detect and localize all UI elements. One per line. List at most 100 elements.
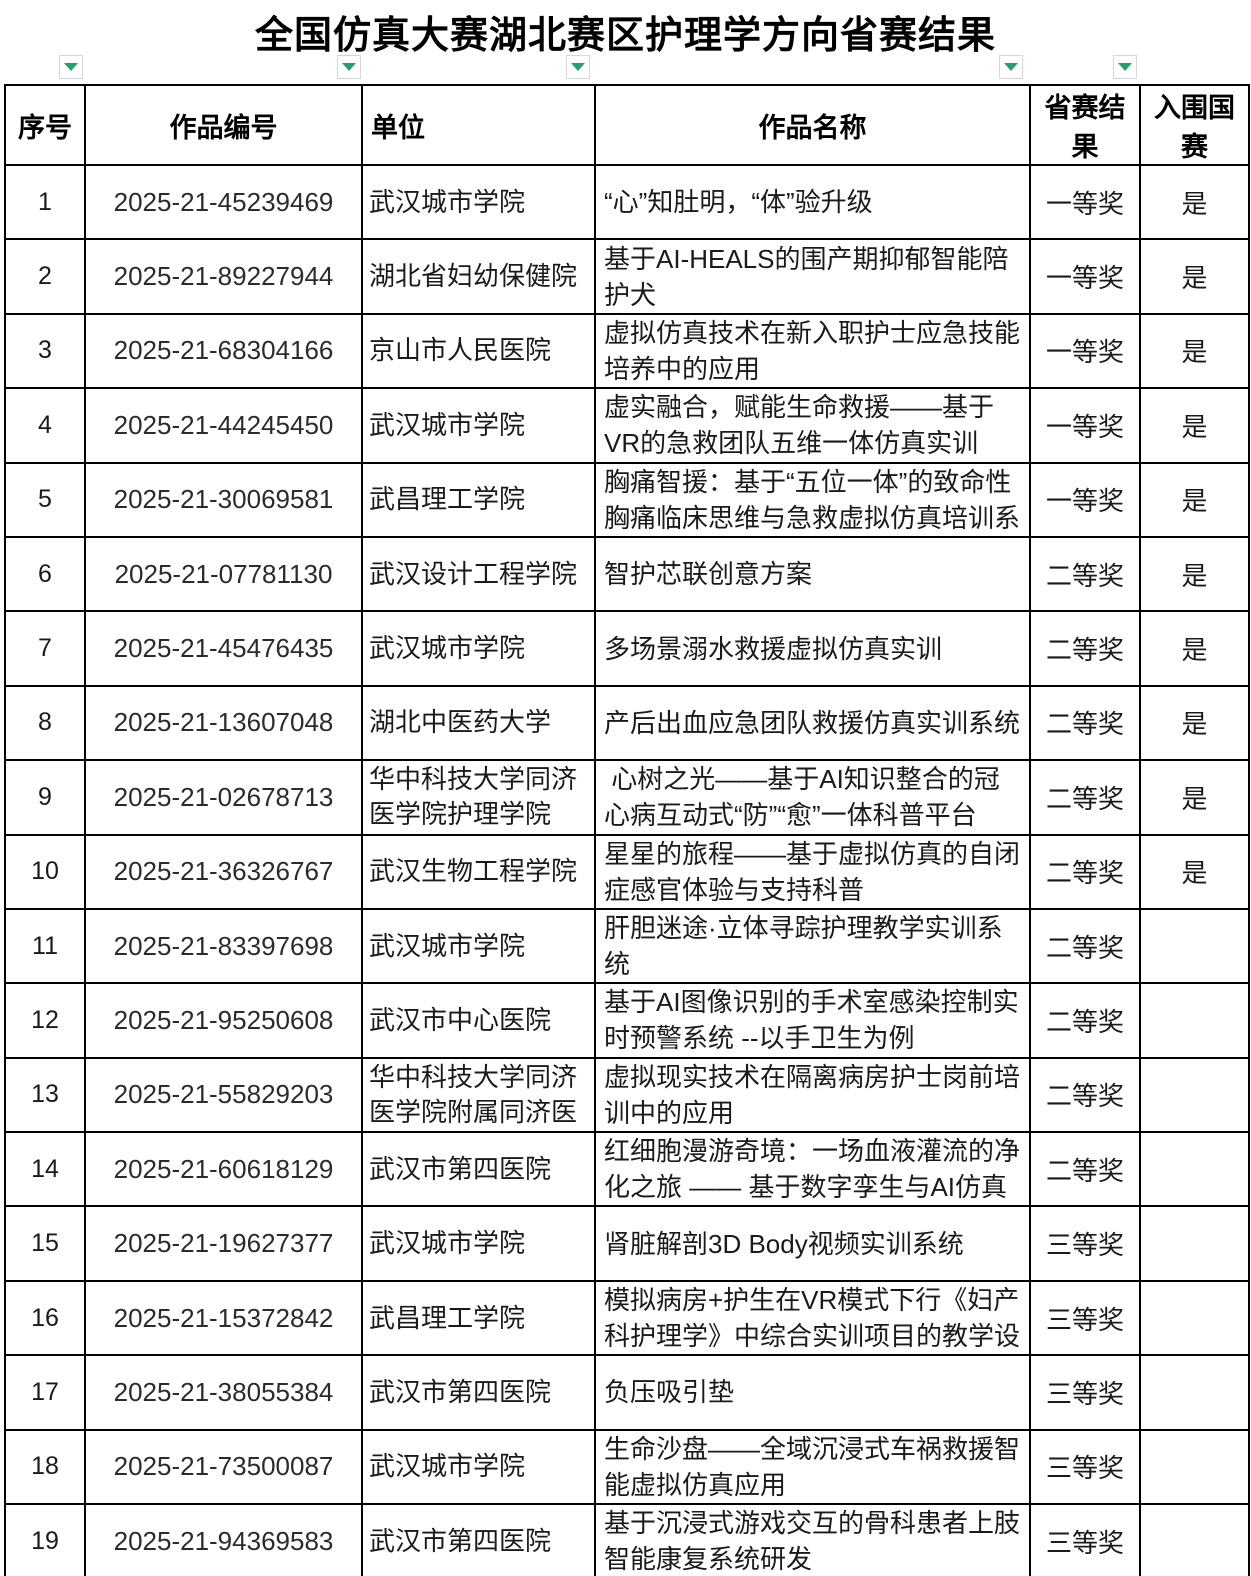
cell-unit: 京山市人民医院: [361, 312, 596, 390]
cell-work-title: 产后出血应急团队救援仿真实训系统: [594, 684, 1031, 762]
cell-national: 是: [1139, 387, 1250, 464]
cell-unit: 湖北省妇幼保健院: [361, 238, 596, 315]
cell-work-title: 基于AI-HEALS的围产期抑郁智能陪护犬: [594, 238, 1031, 315]
cell-award: 二等奖: [1029, 833, 1141, 910]
filter-button-work-id[interactable]: [337, 55, 361, 79]
cell-national: 是: [1139, 833, 1250, 910]
page-title: 全国仿真大赛湖北赛区护理学方向省赛结果: [254, 15, 996, 57]
table-row: 11 2025-21-83397698 武汉城市学院 肝胆迷途·立体寻踪护理教学…: [4, 907, 1250, 985]
cell-work-id: 2025-21-44245450: [84, 387, 363, 464]
cell-unit: 武汉设计工程学院: [361, 535, 596, 613]
cell-unit: 武昌理工学院: [361, 461, 596, 538]
cell-national: [1139, 1056, 1250, 1134]
filter-button-award[interactable]: [1113, 55, 1137, 79]
cell-work-id: 2025-21-45239469: [84, 163, 363, 241]
header-unit: 单位: [361, 84, 596, 166]
cell-work-id: 2025-21-55829203: [84, 1056, 363, 1134]
cell-seq: 3: [4, 312, 86, 390]
cell-award: 三等奖: [1029, 1354, 1141, 1431]
cell-unit: 武汉生物工程学院: [361, 833, 596, 910]
header-work-id: 作品编号: [84, 84, 363, 166]
cell-award: 一等奖: [1029, 312, 1141, 390]
cell-award: 一等奖: [1029, 238, 1141, 315]
table-row: 3 2025-21-68304166 京山市人民医院 虚拟仿真技术在新入职护士应…: [4, 312, 1250, 390]
cell-seq: 10: [4, 833, 86, 910]
cell-seq: 13: [4, 1056, 86, 1134]
cell-work-id: 2025-21-36326767: [84, 833, 363, 910]
cell-work-id: 2025-21-02678713: [84, 759, 363, 836]
cell-work-id: 2025-21-95250608: [84, 982, 363, 1059]
filter-dropdown-icon: [342, 63, 356, 71]
cell-work-title: 基于AI图像识别的手术室感染控制实时预警系统 --以手卫生为例: [594, 982, 1031, 1059]
filter-button-seq[interactable]: [59, 55, 83, 79]
table-row: 17 2025-21-38055384 武汉市第四医院 负压吸引垫 三等奖: [4, 1354, 1250, 1431]
cell-award: 一等奖: [1029, 461, 1141, 538]
cell-work-title: 智护芯联创意方案: [594, 535, 1031, 613]
cell-national: 是: [1139, 238, 1250, 315]
cell-work-title: 虚实融合，赋能生命救援——基于VR的急救团队五维一体仿真实训: [594, 387, 1031, 464]
cell-work-id: 2025-21-30069581: [84, 461, 363, 538]
cell-award: 三等奖: [1029, 1279, 1141, 1357]
cell-award: 一等奖: [1029, 387, 1141, 464]
cell-national: [1139, 1205, 1250, 1282]
cell-work-id: 2025-21-38055384: [84, 1354, 363, 1431]
cell-seq: 12: [4, 982, 86, 1059]
cell-award: 二等奖: [1029, 610, 1141, 687]
cell-national: [1139, 1131, 1250, 1208]
cell-seq: 5: [4, 461, 86, 538]
cell-unit: 华中科技大学同济医学院附属同济医: [361, 1056, 596, 1134]
cell-work-title: 虚拟现实技术在隔离病房护士岗前培训中的应用: [594, 1056, 1031, 1134]
table-row: 7 2025-21-45476435 武汉城市学院 多场景溺水救援虚拟仿真实训 …: [4, 610, 1250, 687]
cell-work-title: 生命沙盘——全域沉浸式车祸救援智能虚拟仿真应用: [594, 1428, 1031, 1506]
cell-award: 二等奖: [1029, 1056, 1141, 1134]
table-row: 8 2025-21-13607048 湖北中医药大学 产后出血应急团队救援仿真实…: [4, 684, 1250, 762]
filter-dropdown-icon: [1118, 63, 1132, 71]
cell-work-title: 虚拟仿真技术在新入职护士应急技能培养中的应用: [594, 312, 1031, 390]
cell-work-id: 2025-21-60618129: [84, 1131, 363, 1208]
cell-work-title: 心树之光——基于AI知识整合的冠心病互动式“防”“愈”一体科普平台: [594, 759, 1031, 836]
cell-national: [1139, 1279, 1250, 1357]
cell-work-title: “心”知肚明，“体”验升级: [594, 163, 1031, 241]
cell-work-title: 多场景溺水救援虚拟仿真实训: [594, 610, 1031, 687]
cell-unit: 武汉城市学院: [361, 610, 596, 687]
cell-work-title: 模拟病房+护生在VR模式下行《妇产科护理学》中综合实训项目的教学设: [594, 1279, 1031, 1357]
cell-national: 是: [1139, 535, 1250, 613]
cell-national: [1139, 1428, 1250, 1506]
cell-national: 是: [1139, 461, 1250, 538]
cell-seq: 7: [4, 610, 86, 687]
cell-award: 二等奖: [1029, 907, 1141, 985]
cell-national: 是: [1139, 759, 1250, 836]
cell-award: 二等奖: [1029, 982, 1141, 1059]
table-row: 6 2025-21-07781130 武汉设计工程学院 智护芯联创意方案 二等奖…: [4, 535, 1250, 613]
cell-work-id: 2025-21-89227944: [84, 238, 363, 315]
cell-award: 二等奖: [1029, 1131, 1141, 1208]
cell-seq: 16: [4, 1279, 86, 1357]
cell-award: 三等奖: [1029, 1428, 1141, 1506]
results-table: 序号 作品编号 单位 作品名称 省赛结果 入围国赛 1 2025-21-4523…: [4, 84, 1250, 1576]
cell-unit: 武汉城市学院: [361, 1205, 596, 1282]
cell-seq: 6: [4, 535, 86, 613]
cell-work-title: 肾脏解剖3D Body视频实训系统: [594, 1205, 1031, 1282]
cell-work-title: 红细胞漫游奇境：一场血液灌流的净化之旅 —— 基于数字孪生与AI仿真: [594, 1131, 1031, 1208]
filter-button-work-title[interactable]: [999, 55, 1023, 79]
header-seq: 序号: [4, 84, 86, 166]
cell-national: [1139, 982, 1250, 1059]
filter-button-unit[interactable]: [566, 55, 590, 79]
cell-award: 三等奖: [1029, 1503, 1141, 1576]
cell-award: 一等奖: [1029, 163, 1141, 241]
table-row: 12 2025-21-95250608 武汉市中心医院 基于AI图像识别的手术室…: [4, 982, 1250, 1059]
cell-unit: 武汉城市学院: [361, 1428, 596, 1506]
cell-seq: 2: [4, 238, 86, 315]
table-row: 16 2025-21-15372842 武昌理工学院 模拟病房+护生在VR模式下…: [4, 1279, 1250, 1357]
cell-unit: 武汉城市学院: [361, 907, 596, 985]
cell-unit: 湖北中医药大学: [361, 684, 596, 762]
cell-seq: 19: [4, 1503, 86, 1576]
cell-unit: 武汉市第四医院: [361, 1354, 596, 1431]
table-row: 14 2025-21-60618129 武汉市第四医院 红细胞漫游奇境：一场血液…: [4, 1131, 1250, 1208]
cell-national: [1139, 907, 1250, 985]
cell-work-title: 星星的旅程——基于虚拟仿真的自闭症感官体验与支持科普: [594, 833, 1031, 910]
cell-seq: 15: [4, 1205, 86, 1282]
cell-seq: 17: [4, 1354, 86, 1431]
filter-dropdown-icon: [571, 63, 585, 71]
